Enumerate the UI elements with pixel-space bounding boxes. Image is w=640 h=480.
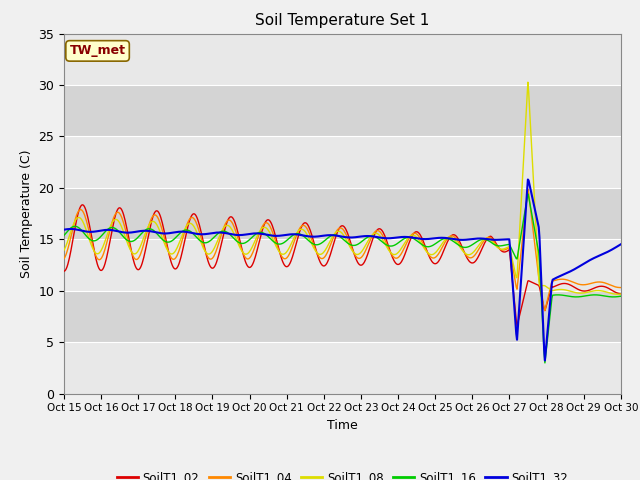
SoilT1_04 bbox=[541, 308, 548, 313]
SoilT1_32 bbox=[410, 235, 418, 241]
SoilT1_16 bbox=[541, 360, 548, 366]
SoilT1_04 bbox=[214, 245, 221, 251]
SoilT1_04 bbox=[617, 285, 625, 290]
SoilT1_16 bbox=[127, 239, 135, 244]
SoilT1_08 bbox=[127, 249, 135, 254]
SoilT1_02 bbox=[185, 221, 193, 227]
SoilT1_32 bbox=[214, 229, 221, 235]
Bar bbox=[64, 85, 621, 136]
SoilT1_02 bbox=[214, 254, 222, 260]
Line: SoilT1_04: SoilT1_04 bbox=[64, 189, 621, 311]
SoilT1_32 bbox=[60, 227, 68, 232]
Line: SoilT1_32: SoilT1_32 bbox=[64, 180, 621, 360]
SoilT1_08 bbox=[184, 221, 192, 227]
SoilT1_02 bbox=[60, 268, 68, 274]
SoilT1_08 bbox=[214, 239, 221, 244]
SoilT1_02 bbox=[128, 252, 136, 258]
SoilT1_02 bbox=[411, 229, 419, 235]
SoilT1_16 bbox=[214, 231, 221, 237]
SoilT1_04 bbox=[410, 230, 418, 236]
SoilT1_32 bbox=[184, 229, 192, 235]
SoilT1_08 bbox=[524, 79, 532, 85]
SoilT1_16 bbox=[617, 293, 625, 299]
SoilT1_04 bbox=[60, 256, 68, 262]
SoilT1_16 bbox=[184, 228, 192, 233]
Bar bbox=[64, 188, 621, 240]
SoilT1_02 bbox=[617, 291, 625, 297]
SoilT1_08 bbox=[410, 232, 418, 238]
SoilT1_32 bbox=[70, 226, 78, 232]
Text: TW_met: TW_met bbox=[70, 44, 125, 58]
SoilT1_08 bbox=[614, 291, 621, 297]
SoilT1_16 bbox=[410, 236, 418, 242]
X-axis label: Time: Time bbox=[327, 419, 358, 432]
Line: SoilT1_08: SoilT1_08 bbox=[64, 82, 621, 294]
SoilT1_16 bbox=[60, 232, 68, 238]
SoilT1_02 bbox=[513, 323, 521, 329]
SoilT1_16 bbox=[524, 191, 532, 197]
Bar bbox=[64, 136, 621, 188]
SoilT1_32 bbox=[541, 358, 548, 363]
SoilT1_04 bbox=[524, 186, 532, 192]
SoilT1_08 bbox=[70, 220, 78, 226]
SoilT1_32 bbox=[617, 241, 625, 247]
SoilT1_04 bbox=[127, 249, 135, 254]
SoilT1_08 bbox=[617, 291, 625, 297]
Bar bbox=[64, 34, 621, 85]
SoilT1_16 bbox=[70, 224, 78, 229]
Bar bbox=[64, 291, 621, 342]
SoilT1_02 bbox=[70, 230, 78, 236]
Legend: SoilT1_02, SoilT1_04, SoilT1_08, SoilT1_16, SoilT1_32: SoilT1_02, SoilT1_04, SoilT1_08, SoilT1_… bbox=[112, 466, 573, 480]
SoilT1_08 bbox=[426, 252, 434, 257]
SoilT1_02 bbox=[428, 257, 435, 263]
SoilT1_32 bbox=[524, 177, 532, 182]
Bar bbox=[64, 240, 621, 291]
Line: SoilT1_02: SoilT1_02 bbox=[64, 205, 621, 326]
Line: SoilT1_16: SoilT1_16 bbox=[64, 194, 621, 363]
SoilT1_08 bbox=[60, 247, 68, 253]
SoilT1_32 bbox=[127, 229, 135, 235]
SoilT1_02 bbox=[79, 202, 86, 208]
SoilT1_04 bbox=[426, 253, 434, 259]
SoilT1_04 bbox=[70, 221, 78, 227]
SoilT1_32 bbox=[426, 236, 434, 241]
SoilT1_16 bbox=[426, 243, 434, 249]
Title: Soil Temperature Set 1: Soil Temperature Set 1 bbox=[255, 13, 429, 28]
Y-axis label: Soil Temperature (C): Soil Temperature (C) bbox=[20, 149, 33, 278]
Bar bbox=[64, 342, 621, 394]
SoilT1_04 bbox=[184, 219, 192, 225]
